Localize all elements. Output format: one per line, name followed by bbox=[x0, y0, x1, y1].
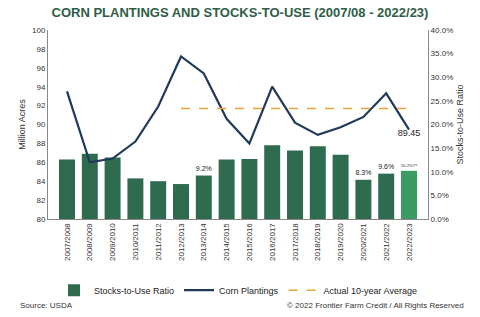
svg-text:2020/2021: 2020/2021 bbox=[359, 223, 368, 261]
svg-text:30.0%: 30.0% bbox=[431, 73, 454, 82]
svg-text:90: 90 bbox=[36, 120, 45, 129]
svg-text:2010/2011: 2010/2011 bbox=[131, 223, 140, 261]
svg-text:2015/2016: 2015/2016 bbox=[245, 223, 254, 261]
svg-text:8.3%: 8.3% bbox=[355, 169, 371, 176]
svg-text:40.0%: 40.0% bbox=[431, 26, 454, 35]
svg-text:88: 88 bbox=[36, 139, 45, 148]
svg-text:CORN PLANTINGS AND STOCKS-TO-U: CORN PLANTINGS AND STOCKS-TO-USE (2007/0… bbox=[52, 5, 429, 20]
svg-text:2009/2010: 2009/2010 bbox=[108, 223, 117, 261]
svg-text:Million Acres: Million Acres bbox=[17, 99, 27, 150]
svg-text:9.6%: 9.6% bbox=[378, 163, 394, 170]
svg-text:2012/2013: 2012/2013 bbox=[177, 223, 186, 261]
svg-text:25.0%: 25.0% bbox=[431, 97, 454, 106]
svg-text:2014/2015: 2014/2015 bbox=[222, 223, 231, 261]
svg-text:2007/2008: 2007/2008 bbox=[63, 223, 72, 261]
svg-text:2011/2012: 2011/2012 bbox=[154, 223, 163, 261]
svg-text:80: 80 bbox=[36, 215, 45, 224]
svg-text:84: 84 bbox=[36, 177, 45, 186]
svg-text:Corn Plantings: Corn Plantings bbox=[219, 286, 279, 296]
svg-text:9.2%: 9.2% bbox=[196, 165, 212, 172]
svg-text:2019/2020: 2019/2020 bbox=[336, 223, 345, 261]
svg-text:92: 92 bbox=[36, 101, 45, 110]
svg-text:2022/2023: 2022/2023 bbox=[405, 223, 414, 261]
svg-text:89.45: 89.45 bbox=[398, 128, 421, 138]
svg-text:15.0%: 15.0% bbox=[431, 144, 454, 153]
svg-text:98: 98 bbox=[36, 45, 45, 54]
svg-text:96: 96 bbox=[36, 64, 45, 73]
svg-text:10.2%??: 10.2%?? bbox=[401, 163, 418, 168]
svg-text:Stocks-to-Use Ratio: Stocks-to-Use Ratio bbox=[94, 286, 174, 296]
svg-text:Stocks-to-Use Ratio: Stocks-to-Use Ratio bbox=[455, 84, 465, 164]
svg-text:2021/2022: 2021/2022 bbox=[382, 223, 391, 261]
svg-text:82: 82 bbox=[36, 196, 45, 205]
svg-text:© 2022 Frontier Farm Credit /: © 2022 Frontier Farm Credit / All Rights… bbox=[287, 301, 464, 310]
svg-text:86: 86 bbox=[36, 158, 45, 167]
svg-text:Source: USDA: Source: USDA bbox=[20, 301, 73, 310]
svg-text:2008/2009: 2008/2009 bbox=[85, 223, 94, 261]
svg-text:2013/2014: 2013/2014 bbox=[199, 223, 208, 261]
svg-text:Actual 10-year Average: Actual 10-year Average bbox=[324, 286, 417, 296]
svg-text:35.0%: 35.0% bbox=[431, 49, 454, 58]
svg-text:100: 100 bbox=[32, 26, 46, 35]
svg-text:20.0%: 20.0% bbox=[431, 120, 454, 129]
svg-text:10.0%: 10.0% bbox=[431, 168, 454, 177]
svg-text:2017/2018: 2017/2018 bbox=[291, 223, 300, 261]
svg-text:0.0%: 0.0% bbox=[431, 215, 449, 224]
svg-text:5.0%: 5.0% bbox=[431, 191, 449, 200]
svg-text:2016/2017: 2016/2017 bbox=[268, 223, 277, 261]
svg-text:2018/2019: 2018/2019 bbox=[313, 223, 322, 261]
svg-text:94: 94 bbox=[36, 83, 45, 92]
